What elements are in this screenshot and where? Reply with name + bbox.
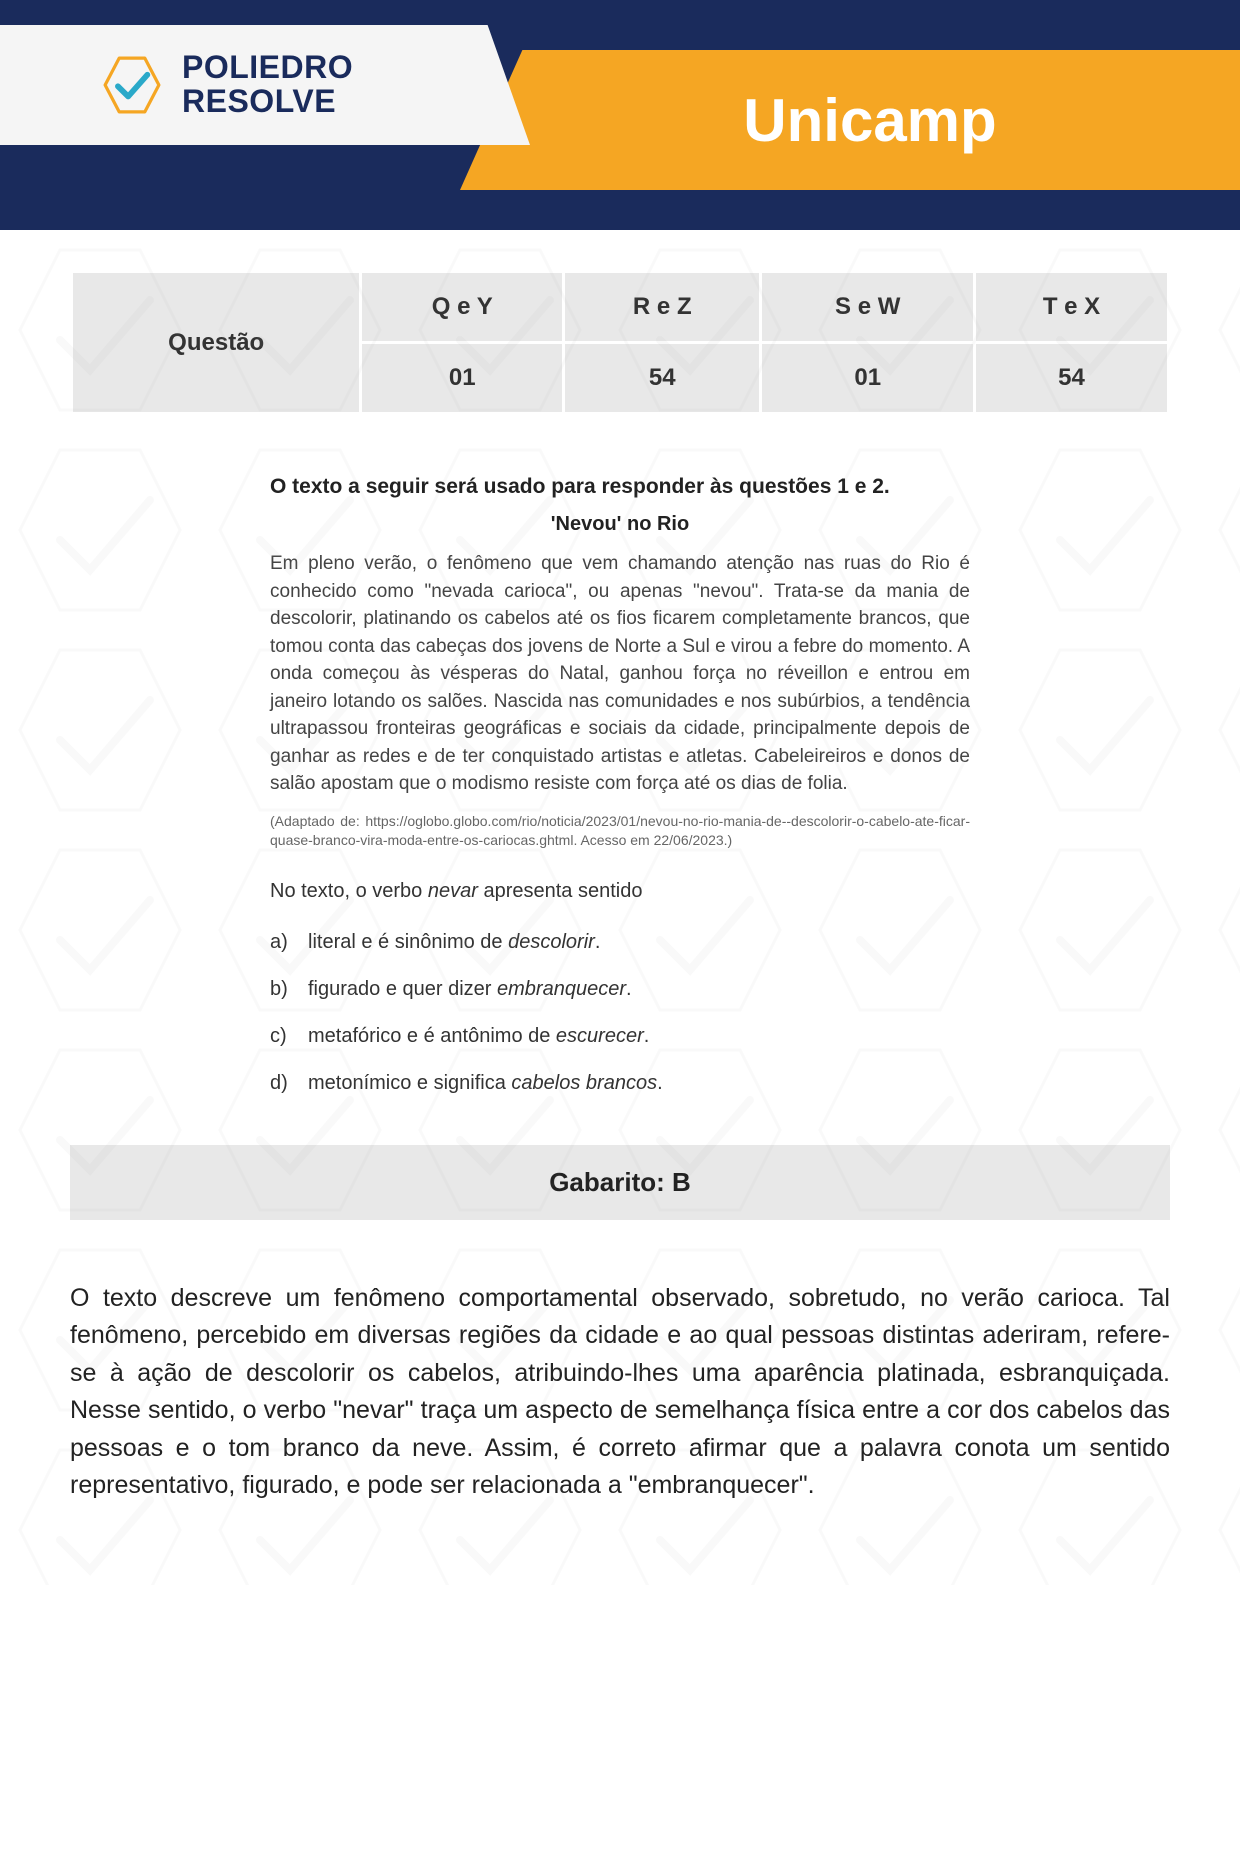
option-a: a) literal e é sinônimo de descolorir. xyxy=(270,931,970,954)
exam-title: Unicamp xyxy=(743,86,996,155)
page-content: Questão Q e Y R e Z S e W T e X 01 54 01… xyxy=(0,230,1240,1585)
brand-text: POLIEDRO RESOLVE xyxy=(182,51,353,118)
passage-title: 'Nevou' no Rio xyxy=(270,513,970,536)
table-row-label: Questão xyxy=(73,273,359,412)
option-b: b) figurado e quer dizer embranquecer. xyxy=(270,978,970,1001)
table-col-header: R e Z xyxy=(565,273,759,341)
option-letter: a) xyxy=(270,931,296,954)
passage-citation: (Adaptado de: https://oglobo.globo.com/r… xyxy=(270,812,970,850)
table-col-header: Q e Y xyxy=(362,273,562,341)
option-text: literal e é sinônimo de descolorir. xyxy=(308,931,600,954)
brand-line-2: RESOLVE xyxy=(182,85,353,119)
question-stem: No texto, o verbo nevar apresenta sentid… xyxy=(270,880,970,903)
explanation-text: O texto descreve um fenômeno comportamen… xyxy=(70,1280,1170,1505)
table-col-header: T e X xyxy=(976,273,1167,341)
answer-key-bar: Gabarito: B xyxy=(70,1145,1170,1220)
question-number-table: Questão Q e Y R e Z S e W T e X 01 54 01… xyxy=(70,270,1170,415)
stem-post: apresenta sentido xyxy=(478,880,643,902)
page-header: Unicamp POLIEDRO RESOLVE xyxy=(0,0,1240,230)
question-block: O texto a seguir será usado para respond… xyxy=(270,475,970,1095)
brand-logo: POLIEDRO RESOLVE xyxy=(100,51,353,118)
table-cell: 01 xyxy=(362,344,562,412)
option-letter: c) xyxy=(270,1025,296,1048)
option-d: d) metonímico e significa cabelos branco… xyxy=(270,1072,970,1095)
options-list: a) literal e é sinônimo de descolorir. b… xyxy=(270,931,970,1095)
table-cell: 54 xyxy=(565,344,759,412)
option-text: figurado e quer dizer embranquecer. xyxy=(308,978,632,1001)
table-col-header: S e W xyxy=(762,273,973,341)
table-cell: 01 xyxy=(762,344,973,412)
brand-line-1: POLIEDRO xyxy=(182,51,353,85)
stem-em: nevar xyxy=(428,880,478,902)
passage-body: Em pleno verão, o fenômeno que vem chama… xyxy=(270,550,970,798)
hex-check-icon xyxy=(100,53,164,117)
question-intro: O texto a seguir será usado para respond… xyxy=(270,475,970,499)
option-c: c) metafórico e é antônimo de escurecer. xyxy=(270,1025,970,1048)
header-brand-panel: POLIEDRO RESOLVE xyxy=(0,25,530,145)
table-cell: 54 xyxy=(976,344,1167,412)
option-letter: b) xyxy=(270,978,296,1001)
stem-pre: No texto, o verbo xyxy=(270,880,428,902)
option-text: metafórico e é antônimo de escurecer. xyxy=(308,1025,649,1048)
header-orange-panel: Unicamp xyxy=(460,50,1240,190)
option-letter: d) xyxy=(270,1072,296,1095)
option-text: metonímico e significa cabelos brancos. xyxy=(308,1072,663,1095)
